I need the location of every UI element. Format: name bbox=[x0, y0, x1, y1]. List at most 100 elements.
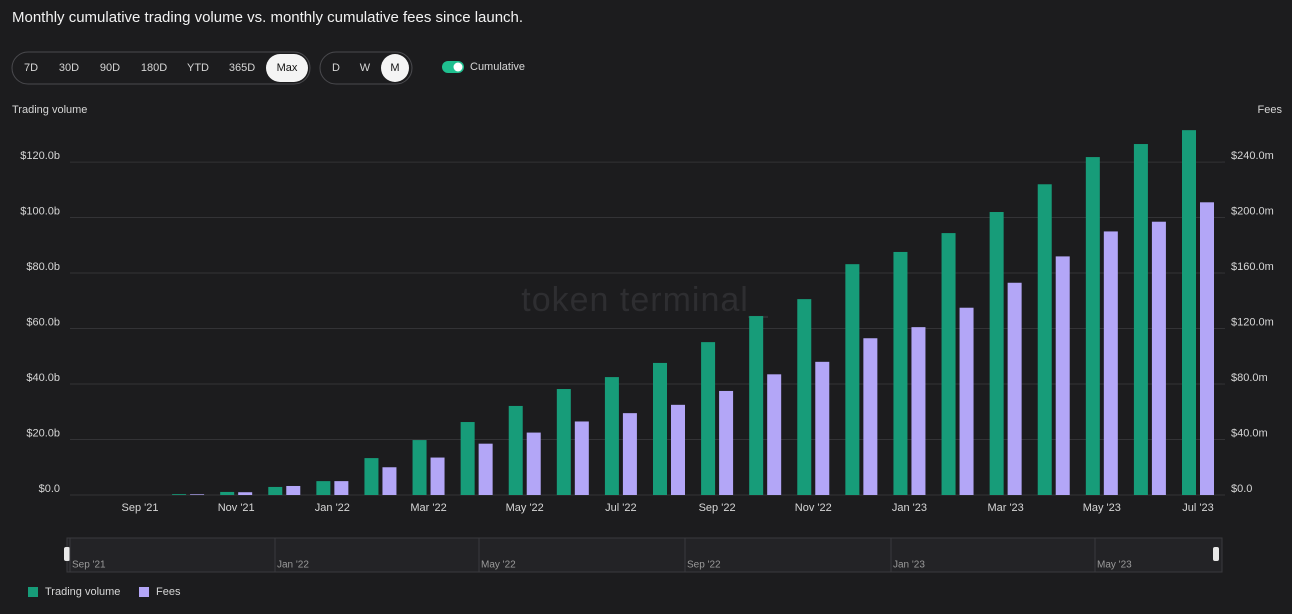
toggle-knob[interactable] bbox=[453, 62, 463, 72]
range-button[interactable]: Max bbox=[277, 62, 298, 74]
y2-tick-label: $240.0m bbox=[1231, 150, 1274, 162]
bar bbox=[767, 374, 782, 495]
bar bbox=[671, 404, 685, 495]
range-button[interactable]: 365D bbox=[229, 62, 255, 74]
range-button[interactable]: YTD bbox=[187, 62, 209, 74]
bar bbox=[286, 485, 301, 495]
x-tick-label: Jan '23 bbox=[892, 502, 927, 514]
legend-swatch bbox=[28, 587, 38, 597]
interval-button[interactable]: D bbox=[332, 62, 340, 74]
legend-swatch bbox=[139, 587, 149, 597]
bar bbox=[719, 390, 734, 495]
navigator-label: Sep '21 bbox=[72, 560, 106, 571]
range-button[interactable]: 30D bbox=[59, 62, 79, 74]
y-axis-title: Trading volume bbox=[12, 104, 87, 116]
bar bbox=[190, 494, 205, 495]
bar bbox=[364, 458, 379, 495]
interval-button[interactable]: M bbox=[390, 62, 399, 74]
bar bbox=[1055, 256, 1070, 495]
bar bbox=[172, 494, 187, 495]
y-tick-label: $80.0b bbox=[26, 261, 60, 273]
y-tick-label: $60.0b bbox=[26, 316, 60, 328]
watermark: token terminal_ bbox=[521, 281, 769, 319]
bar bbox=[1200, 202, 1214, 495]
x-tick-label: Sep '22 bbox=[699, 502, 736, 514]
y2-tick-label: $120.0m bbox=[1231, 316, 1274, 328]
bar bbox=[430, 457, 445, 495]
bar bbox=[1103, 231, 1118, 495]
legend-label: Fees bbox=[156, 586, 181, 598]
navigator-label: Jan '22 bbox=[277, 560, 309, 571]
x-tick-label: May '23 bbox=[1083, 502, 1121, 514]
bar bbox=[749, 316, 764, 495]
bar bbox=[1151, 221, 1166, 495]
navigator-handle[interactable] bbox=[64, 547, 70, 561]
interval-button[interactable]: W bbox=[360, 62, 371, 74]
bar bbox=[556, 389, 571, 495]
navigator-label: May '23 bbox=[1097, 560, 1132, 571]
bar bbox=[893, 251, 908, 495]
x-tick-label: Nov '22 bbox=[795, 502, 832, 514]
interval-button-bg[interactable] bbox=[381, 54, 409, 82]
x-tick-label: Jul '22 bbox=[605, 502, 636, 514]
bar bbox=[238, 492, 253, 495]
y2-tick-label: $160.0m bbox=[1231, 261, 1274, 273]
bar bbox=[941, 233, 956, 495]
x-tick-label: Sep '21 bbox=[122, 502, 159, 514]
bar bbox=[574, 421, 589, 495]
x-tick-label: Jan '22 bbox=[315, 502, 350, 514]
navigator-label: Jan '23 bbox=[893, 560, 925, 571]
bar bbox=[316, 481, 331, 495]
range-button-bg[interactable] bbox=[266, 54, 308, 82]
toggle-label: Cumulative bbox=[470, 61, 525, 73]
bar bbox=[797, 299, 812, 495]
bar bbox=[701, 342, 716, 495]
navigator[interactable] bbox=[66, 537, 1223, 573]
x-tick-label: Nov '21 bbox=[218, 502, 255, 514]
y2-axis-title: Fees bbox=[1258, 104, 1283, 116]
page-title: Monthly cumulative trading volume vs. mo… bbox=[12, 9, 523, 26]
range-button[interactable]: 90D bbox=[100, 62, 120, 74]
range-button[interactable]: 7D bbox=[24, 62, 38, 74]
range-button[interactable]: 180D bbox=[141, 62, 167, 74]
bar bbox=[526, 432, 541, 495]
bar bbox=[653, 362, 667, 495]
x-tick-label: Jul '23 bbox=[1182, 502, 1213, 514]
bar bbox=[412, 440, 427, 495]
bar bbox=[815, 361, 830, 495]
bar bbox=[478, 443, 493, 495]
navigator-handle[interactable] bbox=[1213, 547, 1219, 561]
y2-tick-label: $0.0 bbox=[1231, 483, 1252, 495]
bar bbox=[1037, 184, 1052, 495]
bar bbox=[1182, 130, 1196, 495]
y-tick-label: $0.0 bbox=[39, 483, 60, 495]
bar bbox=[604, 377, 619, 495]
bar bbox=[508, 405, 523, 495]
y-tick-label: $120.0b bbox=[20, 150, 60, 162]
y2-tick-label: $80.0m bbox=[1231, 372, 1268, 384]
bar bbox=[220, 491, 235, 495]
bar bbox=[1085, 157, 1100, 496]
navigator-label: May '22 bbox=[481, 560, 516, 571]
bar bbox=[959, 307, 974, 495]
y-tick-label: $40.0b bbox=[26, 372, 60, 384]
bar bbox=[268, 486, 283, 495]
x-tick-label: Mar '23 bbox=[987, 502, 1023, 514]
bar bbox=[863, 338, 878, 495]
x-tick-label: Mar '22 bbox=[410, 502, 446, 514]
bar bbox=[622, 413, 637, 495]
bar bbox=[1007, 282, 1022, 495]
legend-label: Trading volume bbox=[45, 586, 120, 598]
y2-tick-label: $40.0m bbox=[1231, 427, 1268, 439]
bar bbox=[911, 327, 926, 495]
range-group bbox=[11, 51, 311, 85]
bar bbox=[334, 481, 349, 495]
bar bbox=[989, 212, 1004, 496]
y2-tick-label: $200.0m bbox=[1231, 205, 1274, 217]
x-tick-label: May '22 bbox=[506, 502, 544, 514]
interval-group bbox=[319, 51, 413, 85]
bar bbox=[845, 264, 860, 495]
bar bbox=[382, 467, 397, 495]
y-tick-label: $100.0b bbox=[20, 205, 60, 217]
